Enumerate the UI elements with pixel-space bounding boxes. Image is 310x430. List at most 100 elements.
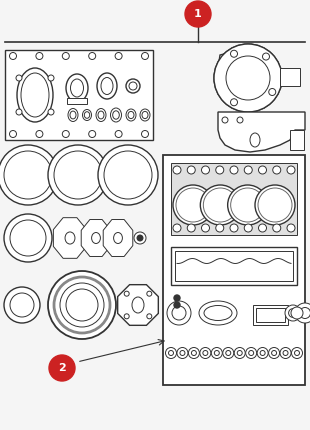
Circle shape <box>124 314 129 319</box>
Circle shape <box>257 347 268 359</box>
Bar <box>5 50 153 140</box>
Circle shape <box>273 224 281 232</box>
Ellipse shape <box>204 305 232 320</box>
Circle shape <box>260 350 265 356</box>
Circle shape <box>273 166 281 174</box>
Circle shape <box>141 52 148 59</box>
Circle shape <box>259 224 267 232</box>
Circle shape <box>230 224 238 232</box>
Ellipse shape <box>250 133 260 147</box>
Circle shape <box>289 309 297 317</box>
Ellipse shape <box>113 111 119 119</box>
Circle shape <box>244 224 252 232</box>
Ellipse shape <box>142 111 148 119</box>
Circle shape <box>234 347 245 359</box>
Circle shape <box>0 145 58 205</box>
Circle shape <box>228 185 268 225</box>
Bar <box>163 155 305 385</box>
Circle shape <box>126 79 140 93</box>
Ellipse shape <box>84 112 90 118</box>
Circle shape <box>244 166 252 174</box>
Circle shape <box>269 89 276 95</box>
Circle shape <box>188 347 199 359</box>
Circle shape <box>10 293 34 317</box>
Circle shape <box>36 130 43 138</box>
Circle shape <box>272 350 277 356</box>
Circle shape <box>299 307 310 319</box>
Circle shape <box>203 188 237 222</box>
Circle shape <box>4 151 52 199</box>
Polygon shape <box>103 220 133 256</box>
Circle shape <box>89 130 96 138</box>
Circle shape <box>249 350 254 356</box>
Circle shape <box>295 303 310 323</box>
Circle shape <box>214 350 219 356</box>
Circle shape <box>180 350 185 356</box>
Ellipse shape <box>110 108 122 122</box>
Bar <box>175 251 293 281</box>
Circle shape <box>255 185 295 225</box>
Circle shape <box>226 56 270 100</box>
Ellipse shape <box>132 297 144 313</box>
Circle shape <box>115 130 122 138</box>
Circle shape <box>169 350 174 356</box>
Circle shape <box>129 82 137 90</box>
Ellipse shape <box>70 79 83 97</box>
Circle shape <box>214 44 282 112</box>
Ellipse shape <box>70 111 76 119</box>
Circle shape <box>191 350 197 356</box>
Circle shape <box>4 287 40 323</box>
Circle shape <box>214 44 282 112</box>
Circle shape <box>291 307 303 319</box>
Ellipse shape <box>96 108 106 122</box>
Circle shape <box>62 130 69 138</box>
Circle shape <box>134 232 146 244</box>
Circle shape <box>66 289 98 321</box>
Ellipse shape <box>68 108 78 122</box>
Circle shape <box>203 350 208 356</box>
Ellipse shape <box>97 73 117 99</box>
Ellipse shape <box>82 110 91 120</box>
Circle shape <box>259 166 267 174</box>
Circle shape <box>48 145 108 205</box>
Circle shape <box>230 166 238 174</box>
Ellipse shape <box>98 111 104 119</box>
Circle shape <box>98 145 158 205</box>
Circle shape <box>231 99 237 106</box>
Circle shape <box>202 166 210 174</box>
Bar <box>67 98 87 104</box>
Circle shape <box>287 166 295 174</box>
Circle shape <box>147 291 152 296</box>
Circle shape <box>285 305 301 321</box>
Circle shape <box>226 350 231 356</box>
Ellipse shape <box>126 109 136 121</box>
Polygon shape <box>118 285 158 326</box>
Bar <box>280 68 300 86</box>
Circle shape <box>263 53 269 60</box>
Circle shape <box>104 151 152 199</box>
Ellipse shape <box>101 77 113 95</box>
Circle shape <box>166 347 176 359</box>
Circle shape <box>172 306 186 320</box>
Circle shape <box>16 75 22 81</box>
Circle shape <box>4 214 52 262</box>
Circle shape <box>173 185 213 225</box>
Circle shape <box>115 52 122 59</box>
Ellipse shape <box>21 73 49 117</box>
Circle shape <box>137 235 143 241</box>
Circle shape <box>49 355 75 381</box>
Circle shape <box>223 347 234 359</box>
Circle shape <box>89 52 96 59</box>
Circle shape <box>147 314 152 319</box>
Circle shape <box>258 188 292 222</box>
Circle shape <box>246 347 257 359</box>
Ellipse shape <box>199 301 237 325</box>
Circle shape <box>141 130 148 138</box>
Circle shape <box>36 52 43 59</box>
Polygon shape <box>218 50 280 105</box>
Circle shape <box>287 224 295 232</box>
Circle shape <box>185 1 211 27</box>
Ellipse shape <box>113 233 122 243</box>
Circle shape <box>222 117 228 123</box>
Text: 1: 1 <box>194 9 202 19</box>
